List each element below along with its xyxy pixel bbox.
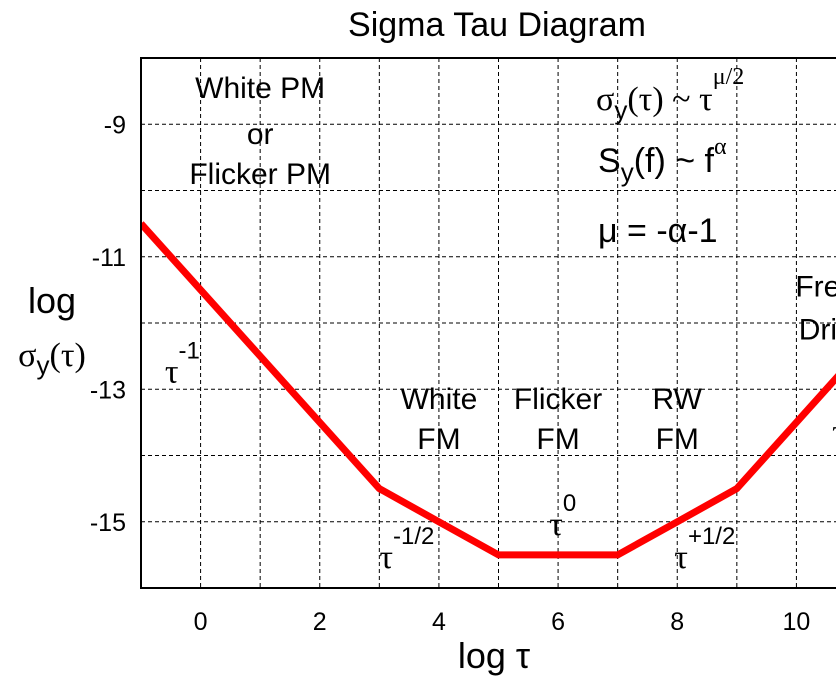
region-label-rw-fm: FM (656, 423, 699, 456)
y-tick-label: -9 (104, 111, 126, 139)
slope-base: τ (832, 413, 836, 450)
axis-ticks: 0 2 4 6 8 10 -9 -11 -13 -15 (90, 111, 810, 636)
slope-label-tau-plus-1: τ+1 (832, 397, 836, 450)
slope-base: τ (379, 539, 393, 576)
equation-sigma-tau: σy(τ) ~ τμ/2 (596, 64, 744, 125)
chart-title: Sigma Tau Diagram (348, 6, 646, 44)
eq1-sup: μ/2 (713, 64, 745, 90)
y-axis-sigma: σ (18, 337, 36, 374)
y-axis-arg: (τ) (50, 337, 86, 374)
region-label-white-fm: FM (417, 423, 460, 456)
region-label-white-pm: or (247, 118, 274, 151)
slope-base: τ (674, 539, 688, 576)
plot-frame (140, 57, 836, 589)
eq1-sigma: σ (596, 81, 614, 118)
eq2-mid: (f) ~ f (634, 142, 715, 180)
series-line-0 (141, 221, 836, 559)
x-axis-label: log τ (458, 635, 530, 676)
y-tick-label: -15 (90, 509, 126, 537)
y-tick-label: -13 (90, 376, 126, 404)
x-tick-label: 6 (551, 608, 565, 636)
slope-exponent: 0 (563, 490, 576, 517)
slope-base: τ (549, 506, 563, 543)
x-tick-label: 4 (432, 608, 446, 636)
y-axis-sub: y (37, 350, 50, 380)
slope-exponent: -1/2 (393, 523, 434, 550)
slope-base: τ (165, 354, 179, 391)
region-label-flicker-fm: Flicker (514, 383, 602, 416)
eq1-sub: y (614, 95, 627, 125)
region-label-white-pm: White PM (195, 72, 325, 105)
eq2-sub: y (621, 157, 634, 187)
x-tick-label: 0 (194, 608, 208, 636)
y-axis-label-log: log (28, 280, 76, 321)
region-label-freq-drift: Freq (795, 271, 836, 304)
slope-label-tau-plus-half: τ+1/2 (674, 523, 735, 576)
eq2-sup: α (714, 134, 727, 160)
slope-exponent: +1/2 (688, 523, 735, 550)
region-label-freq-drift: Drift (799, 314, 836, 347)
slope-label-tau-minus-1: τ-1 (165, 338, 200, 391)
slope-label-tau-minus-half: τ-1/2 (379, 523, 434, 576)
y-axis-label-sigma: σy(τ) (18, 337, 86, 380)
grid (141, 58, 836, 588)
slope-label-tau-zero: τ0 (549, 490, 576, 543)
y-tick-label: -11 (92, 244, 126, 272)
data-layer (141, 221, 836, 559)
region-label-flicker-fm: FM (536, 423, 579, 456)
region-label-white-fm: White (401, 383, 478, 416)
x-tick-label: 10 (783, 608, 811, 636)
slope-exponent: -1 (179, 338, 200, 365)
region-labels: White PM or Flicker PM White FM Flicker FM RW FM… (165, 72, 836, 576)
eq1-mid: (τ) ~ τ (627, 81, 712, 118)
eq2-main: S (598, 142, 621, 180)
x-tick-label: 8 (670, 608, 684, 636)
region-label-rw-fm: RW (653, 383, 703, 416)
region-label-white-pm: Flicker PM (189, 158, 331, 191)
x-tick-label: 2 (313, 608, 327, 636)
equation-s-f: Sy(f) ~ fα (598, 134, 727, 187)
equation-mu: μ = -α-1 (598, 212, 718, 250)
